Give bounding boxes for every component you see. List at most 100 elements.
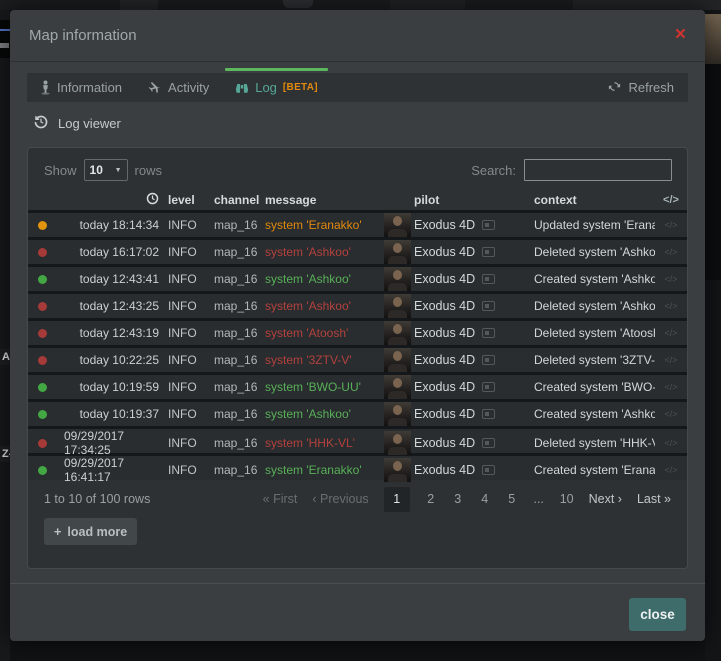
status-dot (38, 382, 47, 392)
log-message: system 'Ashkoo' (265, 407, 351, 421)
log-message: system 'Atoosh' (265, 326, 349, 340)
pilot-name: Exodus 4D (414, 218, 476, 232)
status-dot (38, 220, 47, 230)
pilot-card-icon (482, 274, 496, 284)
tab-label: Log (255, 80, 277, 95)
log-context: Created system 'BWO-UU'... (534, 380, 655, 394)
log-context: Created system 'Eranakko... (534, 463, 655, 477)
log-channel: map_16 (214, 407, 258, 421)
row-code-icon: </> (664, 301, 678, 311)
pagination-last[interactable]: Last » (636, 492, 671, 506)
header-pilot[interactable]: pilot (414, 192, 440, 207)
pilot-name: Exodus 4D (414, 299, 476, 313)
pagination-next[interactable]: Next › (588, 492, 622, 506)
row-code-icon: </> (664, 438, 678, 448)
pilot-card-icon (482, 301, 496, 311)
log-table-row[interactable]: 09/29/2017 17:34:25 INFO map_16 system '… (28, 429, 687, 457)
header-context[interactable]: context (534, 192, 577, 207)
background-top-bar (0, 0, 721, 10)
pilot-cell: Exodus 4D (405, 218, 525, 232)
pagination-page-...[interactable]: ... (533, 492, 544, 506)
binoculars-icon (235, 81, 249, 94)
row-code-icon: </> (664, 465, 678, 475)
pilot-cell: Exodus 4D (405, 436, 525, 450)
plus-icon: + (53, 524, 62, 539)
log-message: system 'Ashkoo' (265, 299, 351, 313)
pilot-cell: Exodus 4D (405, 326, 525, 340)
log-time: today 18:14:34 (79, 218, 159, 232)
log-level: INFO (168, 299, 197, 313)
close-button[interactable]: close (629, 598, 686, 631)
status-dot (38, 438, 47, 448)
close-x-icon[interactable]: × (674, 24, 686, 45)
refresh-button[interactable]: Refresh (608, 80, 688, 96)
status-cell (28, 355, 64, 365)
pilot-cell: Exodus 4D (405, 463, 525, 477)
load-more-button[interactable]: + load more (44, 518, 137, 545)
background-shape (120, 0, 158, 10)
pagination-page-10[interactable]: 10 (559, 492, 574, 506)
status-cell (28, 220, 64, 230)
tab-activity[interactable]: Activity (135, 73, 222, 102)
plane-icon (148, 81, 162, 94)
log-context: Created system 'Ashkoo' ... (534, 407, 655, 421)
log-context: Deleted system 'HHK-VL' ... (534, 436, 655, 450)
row-code-icon: </> (664, 274, 678, 284)
log-time: today 12:43:25 (79, 299, 159, 313)
code-icon: </> (663, 193, 679, 206)
search-input[interactable] (524, 159, 672, 181)
history-icon (33, 114, 49, 132)
log-table-row[interactable]: 09/29/2017 16:41:17 INFO map_16 system '… (28, 456, 687, 484)
pilot-avatar (384, 240, 411, 264)
map-information-dialog: Map information × Information Activity L… (10, 10, 705, 641)
pilot-avatar (384, 348, 411, 372)
log-table-row[interactable]: today 12:43:19 INFO map_16 system 'Atoos… (28, 321, 687, 345)
log-context: Created system 'Ashkoo' ... (534, 272, 655, 286)
dialog-header: Map information × (10, 10, 705, 62)
log-table-row[interactable]: today 12:43:25 INFO map_16 system 'Ashko… (28, 294, 687, 318)
log-table-row[interactable]: today 12:43:41 INFO map_16 system 'Ashko… (28, 267, 687, 291)
header-time[interactable] (64, 192, 159, 208)
page-size-select[interactable]: 10 ▼ (83, 159, 128, 181)
log-table-row[interactable]: today 16:17:02 INFO map_16 system 'Ashko… (28, 240, 687, 264)
header-message[interactable]: message (265, 192, 317, 207)
log-message: system 'Eranakko' (265, 463, 362, 477)
log-table-row[interactable]: today 10:19:37 INFO map_16 system 'Ashko… (28, 402, 687, 426)
avatar-cell (375, 458, 411, 482)
log-message: system '3ZTV-V' (265, 353, 352, 367)
header-channel[interactable]: channel (214, 192, 260, 207)
pilot-card-icon (482, 247, 496, 257)
status-cell (28, 328, 64, 338)
pilot-avatar (384, 321, 411, 345)
row-code-icon: </> (664, 328, 678, 338)
pagination-page-5[interactable]: 5 (508, 492, 516, 506)
log-viewer-heading: Log viewer (33, 114, 121, 132)
pagination-first[interactable]: « First (262, 492, 298, 506)
background-shape (390, 0, 465, 10)
log-message: system 'BWO-UU' (265, 380, 361, 394)
pagination-previous[interactable]: ‹ Previous (312, 492, 369, 506)
row-code-icon: </> (664, 247, 678, 257)
pagination-page-4[interactable]: 4 (481, 492, 489, 506)
log-time: today 12:43:41 (79, 272, 159, 286)
header-level[interactable]: level (168, 192, 195, 207)
log-table-row[interactable]: today 10:22:25 INFO map_16 system '3ZTV-… (28, 348, 687, 372)
log-table-row[interactable]: today 10:19:59 INFO map_16 system 'BWO-U… (28, 375, 687, 399)
log-table-body: today 18:14:34 INFO map_16 system 'Erana… (28, 210, 687, 484)
status-dot (38, 247, 47, 257)
avatar-cell (375, 294, 411, 318)
tab-log[interactable]: Log [BETA] (222, 68, 331, 102)
log-channel: map_16 (214, 326, 258, 340)
pilot-card-icon (482, 465, 496, 475)
status-cell (28, 274, 64, 284)
tab-information[interactable]: Information (27, 73, 135, 102)
avatar-cell (375, 213, 411, 237)
pagination-page-2[interactable]: 2 (427, 492, 435, 506)
log-time: 09/29/2017 17:34:25 (64, 429, 125, 457)
pilot-name: Exodus 4D (414, 353, 476, 367)
pagination-page-1[interactable]: 1 (383, 486, 410, 512)
log-table-row[interactable]: today 18:14:34 INFO map_16 system 'Erana… (28, 213, 687, 237)
pagination-page-3[interactable]: 3 (454, 492, 462, 506)
pilot-cell: Exodus 4D (405, 272, 525, 286)
background-map-connection (0, 29, 10, 31)
